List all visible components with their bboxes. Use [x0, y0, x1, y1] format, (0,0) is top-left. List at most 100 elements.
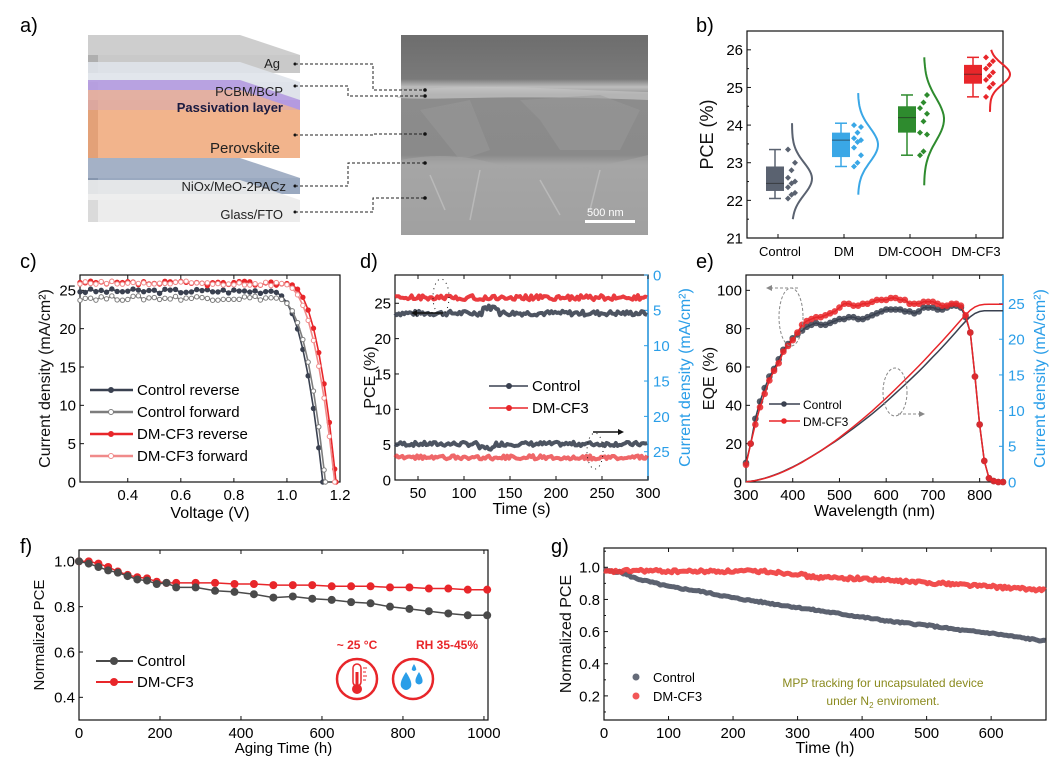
- jv-point: [225, 296, 232, 303]
- jv-point: [151, 294, 157, 301]
- aging-point: [288, 581, 297, 590]
- eqe-point: [901, 296, 909, 304]
- layer-label: Glass/FTO: [220, 207, 283, 222]
- icon-ring: [391, 657, 435, 701]
- current-trace: [393, 439, 648, 452]
- jv-point: [236, 288, 242, 294]
- jv-point: [103, 280, 110, 287]
- y-axis-label: Current density (mA/cm²): [37, 289, 54, 468]
- jv-point: [199, 294, 205, 301]
- eqe-point: [957, 302, 965, 309]
- integrated-current-line: [745, 303, 1003, 483]
- thermometer-icon: [335, 657, 379, 701]
- aging-point: [133, 575, 142, 584]
- aging-point: [211, 578, 220, 587]
- aging-point: [308, 594, 317, 603]
- data-point: [851, 135, 857, 142]
- data-point: [924, 110, 930, 117]
- layer-label: NiOx/MeO-2PACz: [182, 179, 287, 194]
- x-tick-label: 1.0: [277, 487, 298, 504]
- eqe-point: [780, 348, 787, 355]
- data-point: [924, 131, 930, 138]
- jv-point: [310, 325, 317, 331]
- jv-point: [300, 336, 306, 343]
- jv-point: [316, 445, 322, 451]
- plot-frame: [79, 274, 341, 483]
- legend-marker: [110, 657, 118, 665]
- series-control-forward: [77, 293, 329, 485]
- x-tick-label: 500: [914, 725, 939, 742]
- jv-point: [103, 289, 110, 295]
- leader-line: [295, 162, 425, 187]
- eqe-point: [794, 329, 801, 336]
- y-right-tick-label: 15: [653, 373, 670, 390]
- data-point: [920, 99, 927, 106]
- y-tick-label: 80: [725, 321, 742, 338]
- pce-trace: [393, 303, 648, 318]
- box-group-control: [766, 123, 814, 220]
- panel-label-g: g): [551, 536, 569, 558]
- y-tick-label: 60: [725, 359, 742, 376]
- data-point: [785, 195, 791, 202]
- jv-point: [114, 297, 120, 303]
- series-control: [393, 303, 648, 452]
- jv-point: [310, 405, 317, 412]
- arrow-right-head: [618, 429, 624, 435]
- jv-point: [178, 289, 184, 296]
- pce-trace: [394, 293, 648, 303]
- y-right-tick-label: 20: [653, 409, 670, 426]
- leader-line: [295, 197, 425, 213]
- y-tick-label: 0: [68, 474, 76, 491]
- data-point: [854, 129, 861, 136]
- temperature-annotation: ~ 25 °C: [337, 638, 378, 652]
- jv-point: [140, 280, 147, 286]
- eqe-point: [756, 403, 764, 411]
- jv-point: [119, 288, 126, 295]
- box: [832, 132, 850, 158]
- jv-point: [77, 297, 83, 303]
- arrow-right-head: [919, 411, 925, 417]
- jv-point: [322, 479, 329, 485]
- aging-point: [424, 607, 433, 616]
- layer-glass-fto: [88, 180, 300, 222]
- legend-label: DM-CF3: [137, 674, 194, 691]
- aging-point: [269, 581, 278, 590]
- jv-point: [135, 293, 142, 299]
- y-axis-label: PCE (%): [362, 346, 379, 408]
- legend-marker: [108, 431, 114, 437]
- y-axis-label: Normalized PCE: [31, 580, 48, 691]
- x-tick-label: 50: [410, 485, 427, 502]
- jv-point: [172, 279, 179, 286]
- aging-point: [327, 595, 336, 604]
- legend-marker: [781, 418, 787, 424]
- jv-point: [98, 287, 104, 294]
- arrow-left-head: [411, 310, 417, 316]
- jv-point: [103, 296, 110, 302]
- y-right-tick-label: 0: [653, 267, 661, 284]
- aging-point: [424, 584, 433, 593]
- eqe-point: [966, 329, 974, 336]
- jv-point: [194, 286, 200, 293]
- y-tick-label: 1.0: [54, 554, 75, 571]
- distribution-curve: [857, 93, 880, 195]
- x-tick-label: DM-CF3: [951, 244, 1000, 259]
- legend-marker: [110, 678, 118, 686]
- x-tick-label: 600: [309, 725, 334, 742]
- aging-point: [104, 566, 113, 575]
- jv-point: [167, 287, 173, 293]
- data-point: [920, 118, 927, 125]
- data-point: [983, 54, 989, 61]
- y-tick-label: 0.8: [54, 599, 75, 616]
- jv-point: [125, 296, 131, 303]
- jv-point: [231, 282, 237, 288]
- jv-point: [204, 295, 211, 302]
- jv-point: [188, 289, 195, 295]
- y-right-tick-label: 25: [653, 444, 670, 461]
- layer-front-face: [88, 110, 300, 158]
- x-axis-label: Aging Time (h): [235, 740, 333, 757]
- eqe-point: [742, 461, 750, 469]
- y-axis-label: PCE (%): [697, 99, 717, 169]
- jv-point: [241, 294, 248, 300]
- jv-point: [268, 295, 274, 301]
